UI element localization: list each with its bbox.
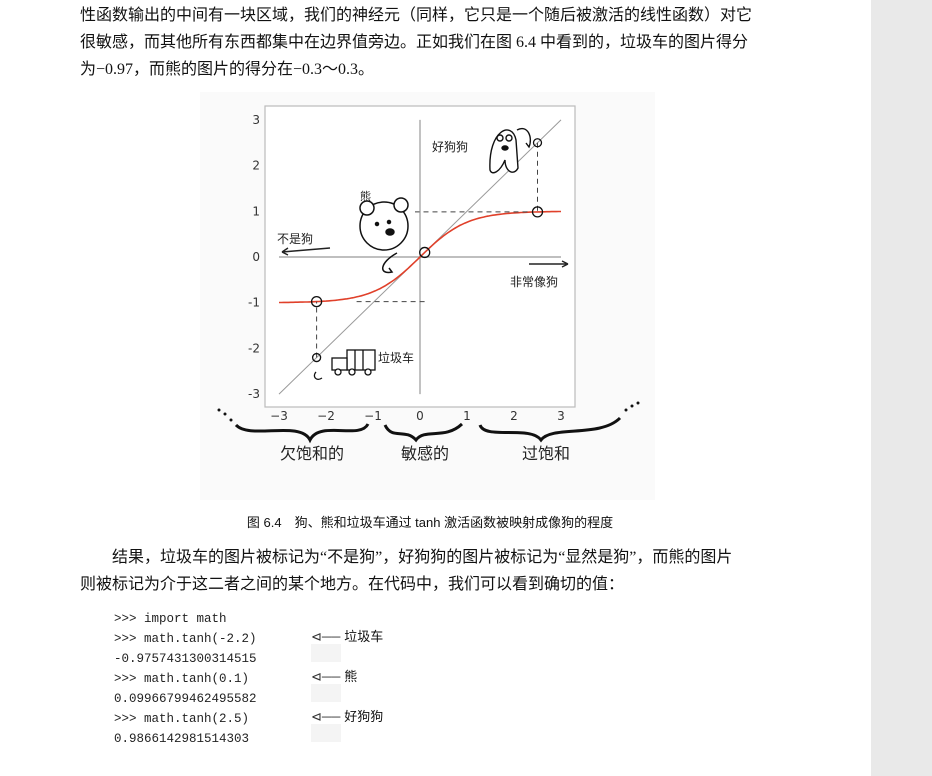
bear-drawing-icon bbox=[359, 197, 409, 274]
y-tick-label: -2 bbox=[248, 341, 260, 355]
text-line: 性函数输出的中间有一块区域，我们的神经元（同样，它只是一个随后被激活的线性函数）… bbox=[80, 7, 753, 24]
x-tick-label: −1 bbox=[364, 409, 382, 423]
figure-caption: 图 6.4 狗、熊和垃圾车通过 tanh 激活函数被映射成像狗的程度 bbox=[246, 515, 614, 530]
code-line: >>> import math bbox=[114, 612, 227, 626]
dog-drawing-icon bbox=[489, 127, 532, 174]
code-block: >>> import math >>> math.tanh(-2.2) -0.9… bbox=[114, 609, 257, 749]
point-marker-好狗狗 bbox=[531, 206, 544, 218]
code-note-bear: ⊲── 熊 bbox=[311, 666, 358, 702]
note-label: 垃圾车 bbox=[344, 629, 384, 644]
text-line: 很敏感，而其他所有东西都集中在边界值旁边。正如我们在图 6.4 中看到的，垃圾车… bbox=[80, 34, 749, 51]
code-line: -0.9757431300314515 bbox=[114, 652, 257, 666]
label-bear: 熊 bbox=[360, 189, 371, 203]
code-line: >>> math.tanh(2.5) bbox=[114, 712, 250, 726]
left-arrow-icon: ⊲── bbox=[311, 629, 341, 644]
x-tick-label: 1 bbox=[463, 409, 471, 423]
y-tick-label: 1 bbox=[252, 204, 260, 218]
input-marker-好狗狗 bbox=[532, 138, 543, 148]
right-margin-panel bbox=[871, 0, 932, 776]
left-arrow-icon bbox=[281, 247, 331, 256]
point-marker-熊 bbox=[419, 246, 431, 259]
label-good-dog: 好狗狗 bbox=[432, 140, 468, 154]
tanh-chart: −3 −2 −1 0 1 2 3 3 2 1 0 -1 -2 -3 bbox=[217, 105, 640, 463]
tanh-curve bbox=[279, 210, 561, 304]
truck-drawing-icon bbox=[313, 349, 376, 380]
code-line: 0.09966799462495582 bbox=[114, 692, 257, 706]
ellipsis-dots bbox=[217, 401, 640, 422]
code-note-good-dog: ⊲── 好狗狗 bbox=[311, 706, 384, 742]
text-line: 为−0.97，而熊的图片的得分在−0.3～0.3。 bbox=[80, 61, 375, 78]
x-tick-label: 3 bbox=[557, 409, 565, 423]
y-tick-label: 2 bbox=[252, 159, 260, 173]
paragraph-2: 结果，垃圾车的图片被标记为“不是狗”，好狗狗的图片被标记为“显然是狗”，而熊的图… bbox=[80, 544, 800, 598]
label-truck: 垃圾车 bbox=[378, 350, 414, 365]
left-arrow-icon: ⊲── bbox=[311, 709, 341, 724]
right-arrow-icon bbox=[529, 260, 569, 268]
code-note-truck: ⊲── 垃圾车 bbox=[311, 626, 384, 662]
label-sensitive: 敏感的 bbox=[401, 444, 449, 463]
code-line: 0.9866142981514303 bbox=[114, 732, 250, 746]
point-marker-垃圾车 bbox=[310, 295, 323, 308]
label-very-dog: 非常像狗 bbox=[510, 275, 558, 289]
label-not-dog: 不是狗 bbox=[277, 232, 313, 246]
note-label: 好狗狗 bbox=[344, 709, 384, 724]
input-marker-垃圾车 bbox=[311, 352, 322, 363]
code-line: >>> math.tanh(0.1) bbox=[114, 672, 250, 686]
y-tick-label: 3 bbox=[252, 113, 260, 127]
y-tick-label: -3 bbox=[248, 387, 260, 401]
text-line: 结果，垃圾车的图片被标记为“不是狗”，好狗狗的图片被标记为“显然是狗”，而熊的图… bbox=[112, 549, 733, 566]
left-arrow-icon: ⊲── bbox=[311, 669, 341, 684]
x-tick-label: 2 bbox=[510, 409, 518, 423]
x-tick-label: −2 bbox=[317, 409, 335, 423]
figure-tanh-chart: −3 −2 −1 0 1 2 3 3 2 1 0 -1 -2 -3 bbox=[200, 92, 655, 500]
x-tick-label: −3 bbox=[270, 409, 288, 423]
note-label: 熊 bbox=[344, 669, 358, 684]
y-tick-label: 0 bbox=[252, 250, 260, 264]
label-saturated: 过饱和 bbox=[522, 444, 570, 463]
paragraph-1: 性函数输出的中间有一块区域，我们的神经元（同样，它只是一个随后被激活的线性函数）… bbox=[80, 2, 800, 83]
x-tick-label: 0 bbox=[416, 409, 424, 423]
code-line: >>> math.tanh(-2.2) bbox=[114, 632, 257, 646]
text-line: 则被标记为介于这二者之间的某个地方。在代码中，我们可以看到确切的值： bbox=[80, 576, 625, 593]
brace-icons bbox=[234, 416, 622, 444]
label-undersaturated: 欠饱和的 bbox=[280, 444, 344, 463]
y-tick-label: -1 bbox=[248, 296, 260, 310]
